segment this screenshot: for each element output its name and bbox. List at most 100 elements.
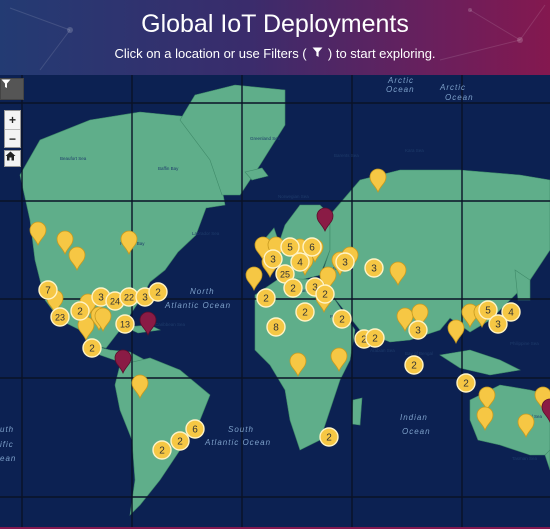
cluster-circle[interactable] xyxy=(70,301,90,321)
cluster-circle[interactable] xyxy=(364,258,384,278)
location-cluster[interactable]: 23 xyxy=(50,307,70,327)
cluster-circle[interactable] xyxy=(456,373,476,393)
cluster-circle[interactable] xyxy=(335,252,355,272)
selected-location-pin[interactable] xyxy=(139,311,157,337)
location-pin[interactable] xyxy=(245,266,263,292)
location-cluster[interactable]: 4 xyxy=(501,302,521,322)
selected-location-pin[interactable] xyxy=(114,349,132,375)
sea-label: Norwegian Sea xyxy=(278,194,309,199)
cluster-circle[interactable] xyxy=(185,419,205,439)
cluster-circle[interactable] xyxy=(115,314,135,334)
cluster-circle[interactable] xyxy=(315,284,335,304)
cluster-count: 3 xyxy=(98,293,104,304)
cluster-circle[interactable] xyxy=(332,309,352,329)
location-pin[interactable] xyxy=(478,386,496,412)
cluster-circle[interactable] xyxy=(488,314,508,334)
location-cluster[interactable]: 2 xyxy=(283,278,303,298)
cluster-circle[interactable] xyxy=(319,427,339,447)
location-cluster[interactable]: 2 xyxy=(332,309,352,329)
subtitle-text-end: ) to start exploring. xyxy=(327,46,436,61)
cluster-circle[interactable] xyxy=(266,317,286,337)
cluster-count: 2 xyxy=(411,361,417,372)
cluster-circle[interactable] xyxy=(501,302,521,322)
cluster-count: 3 xyxy=(371,264,377,275)
cluster-circle[interactable] xyxy=(283,278,303,298)
location-cluster[interactable]: 2 xyxy=(70,301,90,321)
cluster-count: 5 xyxy=(287,243,293,254)
cluster-circle[interactable] xyxy=(152,440,172,460)
location-cluster[interactable]: 2 xyxy=(170,431,190,451)
location-cluster[interactable]: 6 xyxy=(302,237,322,257)
location-cluster[interactable]: 3 xyxy=(335,252,355,272)
location-cluster[interactable]: 2 xyxy=(295,302,315,322)
location-cluster[interactable]: 2 xyxy=(256,288,276,308)
location-pin[interactable] xyxy=(476,406,494,432)
location-pin[interactable] xyxy=(517,413,535,439)
location-pin[interactable] xyxy=(289,352,307,378)
sea-label: Baffin Bay xyxy=(158,166,179,171)
location-pin[interactable] xyxy=(447,319,465,345)
location-cluster[interactable]: 2 xyxy=(82,338,102,358)
location-pin[interactable] xyxy=(68,246,86,272)
location-pin[interactable] xyxy=(396,307,414,333)
filter-icon xyxy=(1,79,11,88)
cluster-circle[interactable] xyxy=(256,288,276,308)
location-cluster[interactable]: 2 xyxy=(365,328,385,348)
cluster-circle[interactable] xyxy=(408,320,428,340)
cluster-count: 3 xyxy=(142,293,148,304)
cluster-circle[interactable] xyxy=(148,282,168,302)
location-pin[interactable] xyxy=(131,374,149,400)
location-cluster[interactable]: 2 xyxy=(404,355,424,375)
cluster-circle[interactable] xyxy=(404,355,424,375)
location-cluster[interactable]: 2 xyxy=(456,373,476,393)
location-cluster[interactable]: 3 xyxy=(364,258,384,278)
location-cluster[interactable]: 4 xyxy=(290,252,310,272)
cluster-circle[interactable] xyxy=(82,338,102,358)
location-pin[interactable] xyxy=(56,230,74,256)
location-pin[interactable] xyxy=(29,221,47,247)
world-map[interactable]: Greenland Sea Barents Sea Kara Sea Hudso… xyxy=(0,75,550,529)
location-cluster[interactable]: 2 xyxy=(319,427,339,447)
location-cluster[interactable]: 2 xyxy=(152,440,172,460)
cluster-count: 2 xyxy=(159,446,165,457)
cluster-circle[interactable] xyxy=(263,249,283,269)
cluster-circle[interactable] xyxy=(478,300,498,320)
location-pin[interactable] xyxy=(120,230,138,256)
location-pin[interactable] xyxy=(411,303,429,329)
cluster-circle[interactable] xyxy=(302,237,322,257)
selected-location-pin[interactable] xyxy=(316,207,334,233)
south-america xyxy=(114,357,211,516)
location-cluster[interactable]: 5 xyxy=(478,300,498,320)
zoom-in-button[interactable]: + xyxy=(8,113,16,127)
location-cluster[interactable]: 6 xyxy=(185,419,205,439)
zoom-out-button[interactable]: − xyxy=(5,129,20,148)
cluster-circle[interactable] xyxy=(170,431,190,451)
location-cluster[interactable]: 5 xyxy=(280,237,300,257)
location-cluster[interactable]: 3 xyxy=(408,320,428,340)
location-cluster[interactable]: 8 xyxy=(266,317,286,337)
filter-button[interactable] xyxy=(0,78,24,100)
location-pin[interactable] xyxy=(94,307,112,333)
ocean-label: uth xyxy=(0,425,14,434)
location-pin[interactable] xyxy=(369,168,387,194)
cluster-circle[interactable] xyxy=(295,302,315,322)
location-cluster[interactable]: 3 xyxy=(488,314,508,334)
home-button[interactable] xyxy=(4,150,21,167)
cluster-circle[interactable] xyxy=(290,252,310,272)
cluster-circle[interactable] xyxy=(38,280,58,300)
cluster-count: 2 xyxy=(463,379,469,390)
ocean-labels: North Atlantic Ocean South Atlantic Ocea… xyxy=(0,76,473,463)
selected-location-pin[interactable] xyxy=(541,398,550,424)
location-cluster[interactable]: 13 xyxy=(115,314,135,334)
cluster-circle[interactable] xyxy=(365,328,385,348)
location-cluster[interactable]: 3 xyxy=(263,249,283,269)
location-cluster[interactable]: 2 xyxy=(148,282,168,302)
cluster-circle[interactable] xyxy=(280,237,300,257)
cluster-circle[interactable] xyxy=(50,307,70,327)
location-cluster[interactable]: 7 xyxy=(38,280,58,300)
location-pin[interactable] xyxy=(389,261,407,287)
map-canvas[interactable]: Greenland Sea Barents Sea Kara Sea Hudso… xyxy=(0,75,550,529)
location-cluster[interactable]: 2 xyxy=(315,284,335,304)
location-pin[interactable] xyxy=(330,347,348,373)
